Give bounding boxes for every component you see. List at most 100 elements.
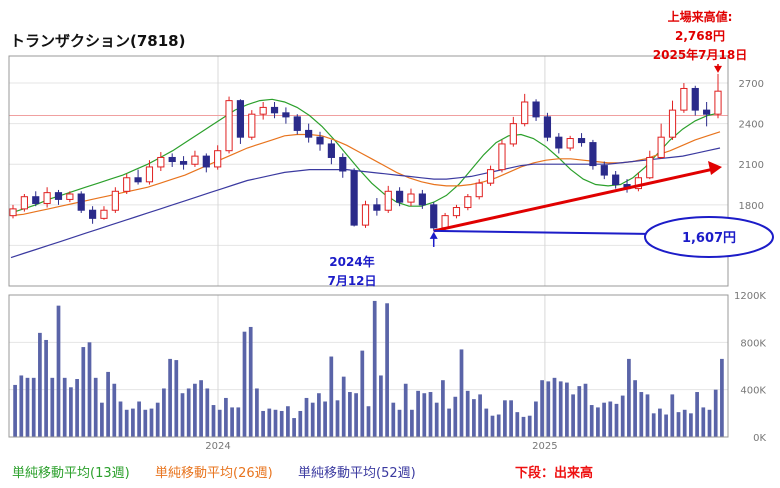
candle-body [316,136,324,145]
volume-bar [596,407,600,437]
volume-bar [428,392,433,437]
candle-body [32,196,40,204]
volume-bar [447,408,451,437]
candle-body [441,215,449,229]
volume-bar [44,339,48,437]
candle-body [407,193,415,203]
volume-bar [137,401,141,437]
candle-body [703,109,711,115]
volume-bar [118,401,123,437]
candle-body [282,112,290,118]
candle-body [452,207,461,217]
candle-body [589,142,597,167]
volume-tick-label: 800K [740,338,766,349]
candlestick-series [9,73,722,231]
volume-bar [56,305,61,437]
volume-bar [391,402,396,437]
low-annotation-line1: 2024年 [329,254,374,269]
volume-bar [379,375,383,437]
volume-bar [565,382,569,437]
candle-body [600,165,608,176]
volume-bar [577,386,582,437]
volume-bar [422,393,427,437]
volume-bar [87,342,92,437]
volume-bar [713,389,718,437]
volume-bar [143,409,148,437]
candle-body [577,138,586,144]
volume-bar [304,397,309,437]
volume-bar [639,392,644,437]
candle-body [111,190,119,211]
price-tick-label: 1800 [739,201,764,212]
candle-body [634,177,642,190]
candle-body [259,106,267,115]
volume-bar [410,409,414,437]
volume-bar [689,413,693,437]
volume-bar [62,377,67,437]
volume-bar [589,405,594,437]
candle-body [680,87,688,111]
candle-body [532,101,540,118]
volume-bar [645,394,650,437]
volume-bar [496,414,501,437]
volume-bar [670,394,675,437]
low-price-ellipse [644,216,774,258]
volume-bar [162,388,166,437]
volume-bar [286,406,290,437]
volume-bar [186,388,191,437]
candle-body [145,166,154,183]
volume-bar [230,407,234,437]
volume-bar [149,408,154,437]
volume-bar [558,381,563,437]
volume-bar [261,410,265,437]
candle-body [9,208,17,217]
candle-body [646,156,654,179]
high-annotation-line2: 2,768円 [675,29,725,43]
volume-bar [298,410,303,437]
volume-bar [360,350,365,437]
volume-bar [552,377,557,437]
volume-bar [472,399,476,437]
volume-bar [174,360,179,437]
volume-bar [292,418,296,437]
candle-body [236,100,245,138]
candle-body [66,193,74,200]
candle-body [77,193,85,211]
volume-bar [540,380,544,437]
volume-bar [106,371,110,437]
candle-body [657,136,665,158]
candle-body [612,174,620,186]
volume-bar [608,401,613,437]
volume-bar [31,377,36,437]
volume-bar [682,409,687,437]
candle-body [555,136,563,149]
volume-bar [527,415,532,437]
volume-bar [633,380,637,437]
volume-bar [205,388,210,437]
legend-ma13: 単純移動平均(13週) [12,466,130,481]
low-arrowhead [429,231,438,239]
candle-body [418,193,426,206]
volume-tick-label: 1200K [734,291,766,302]
volume-bar [242,331,247,437]
volume-bar [509,400,513,437]
high-annotation-line3: 2025年7月18日 [653,47,747,62]
volume-bar [248,326,253,437]
volume-bar [19,375,24,437]
ma52-line [10,147,721,259]
candle-body [521,101,529,125]
volume-bar [131,408,135,437]
candle-body [225,100,233,152]
volume-bar [38,332,42,437]
volume-bar [403,383,408,437]
volume-bar [434,402,439,437]
volume-bar [627,358,631,437]
volume-bar [416,390,420,437]
candle-body [430,204,438,229]
volume-bar [658,408,662,437]
volume-bar [521,416,526,437]
volume-bar [484,408,489,437]
candle-body [214,150,222,168]
ma13-line [10,98,721,214]
